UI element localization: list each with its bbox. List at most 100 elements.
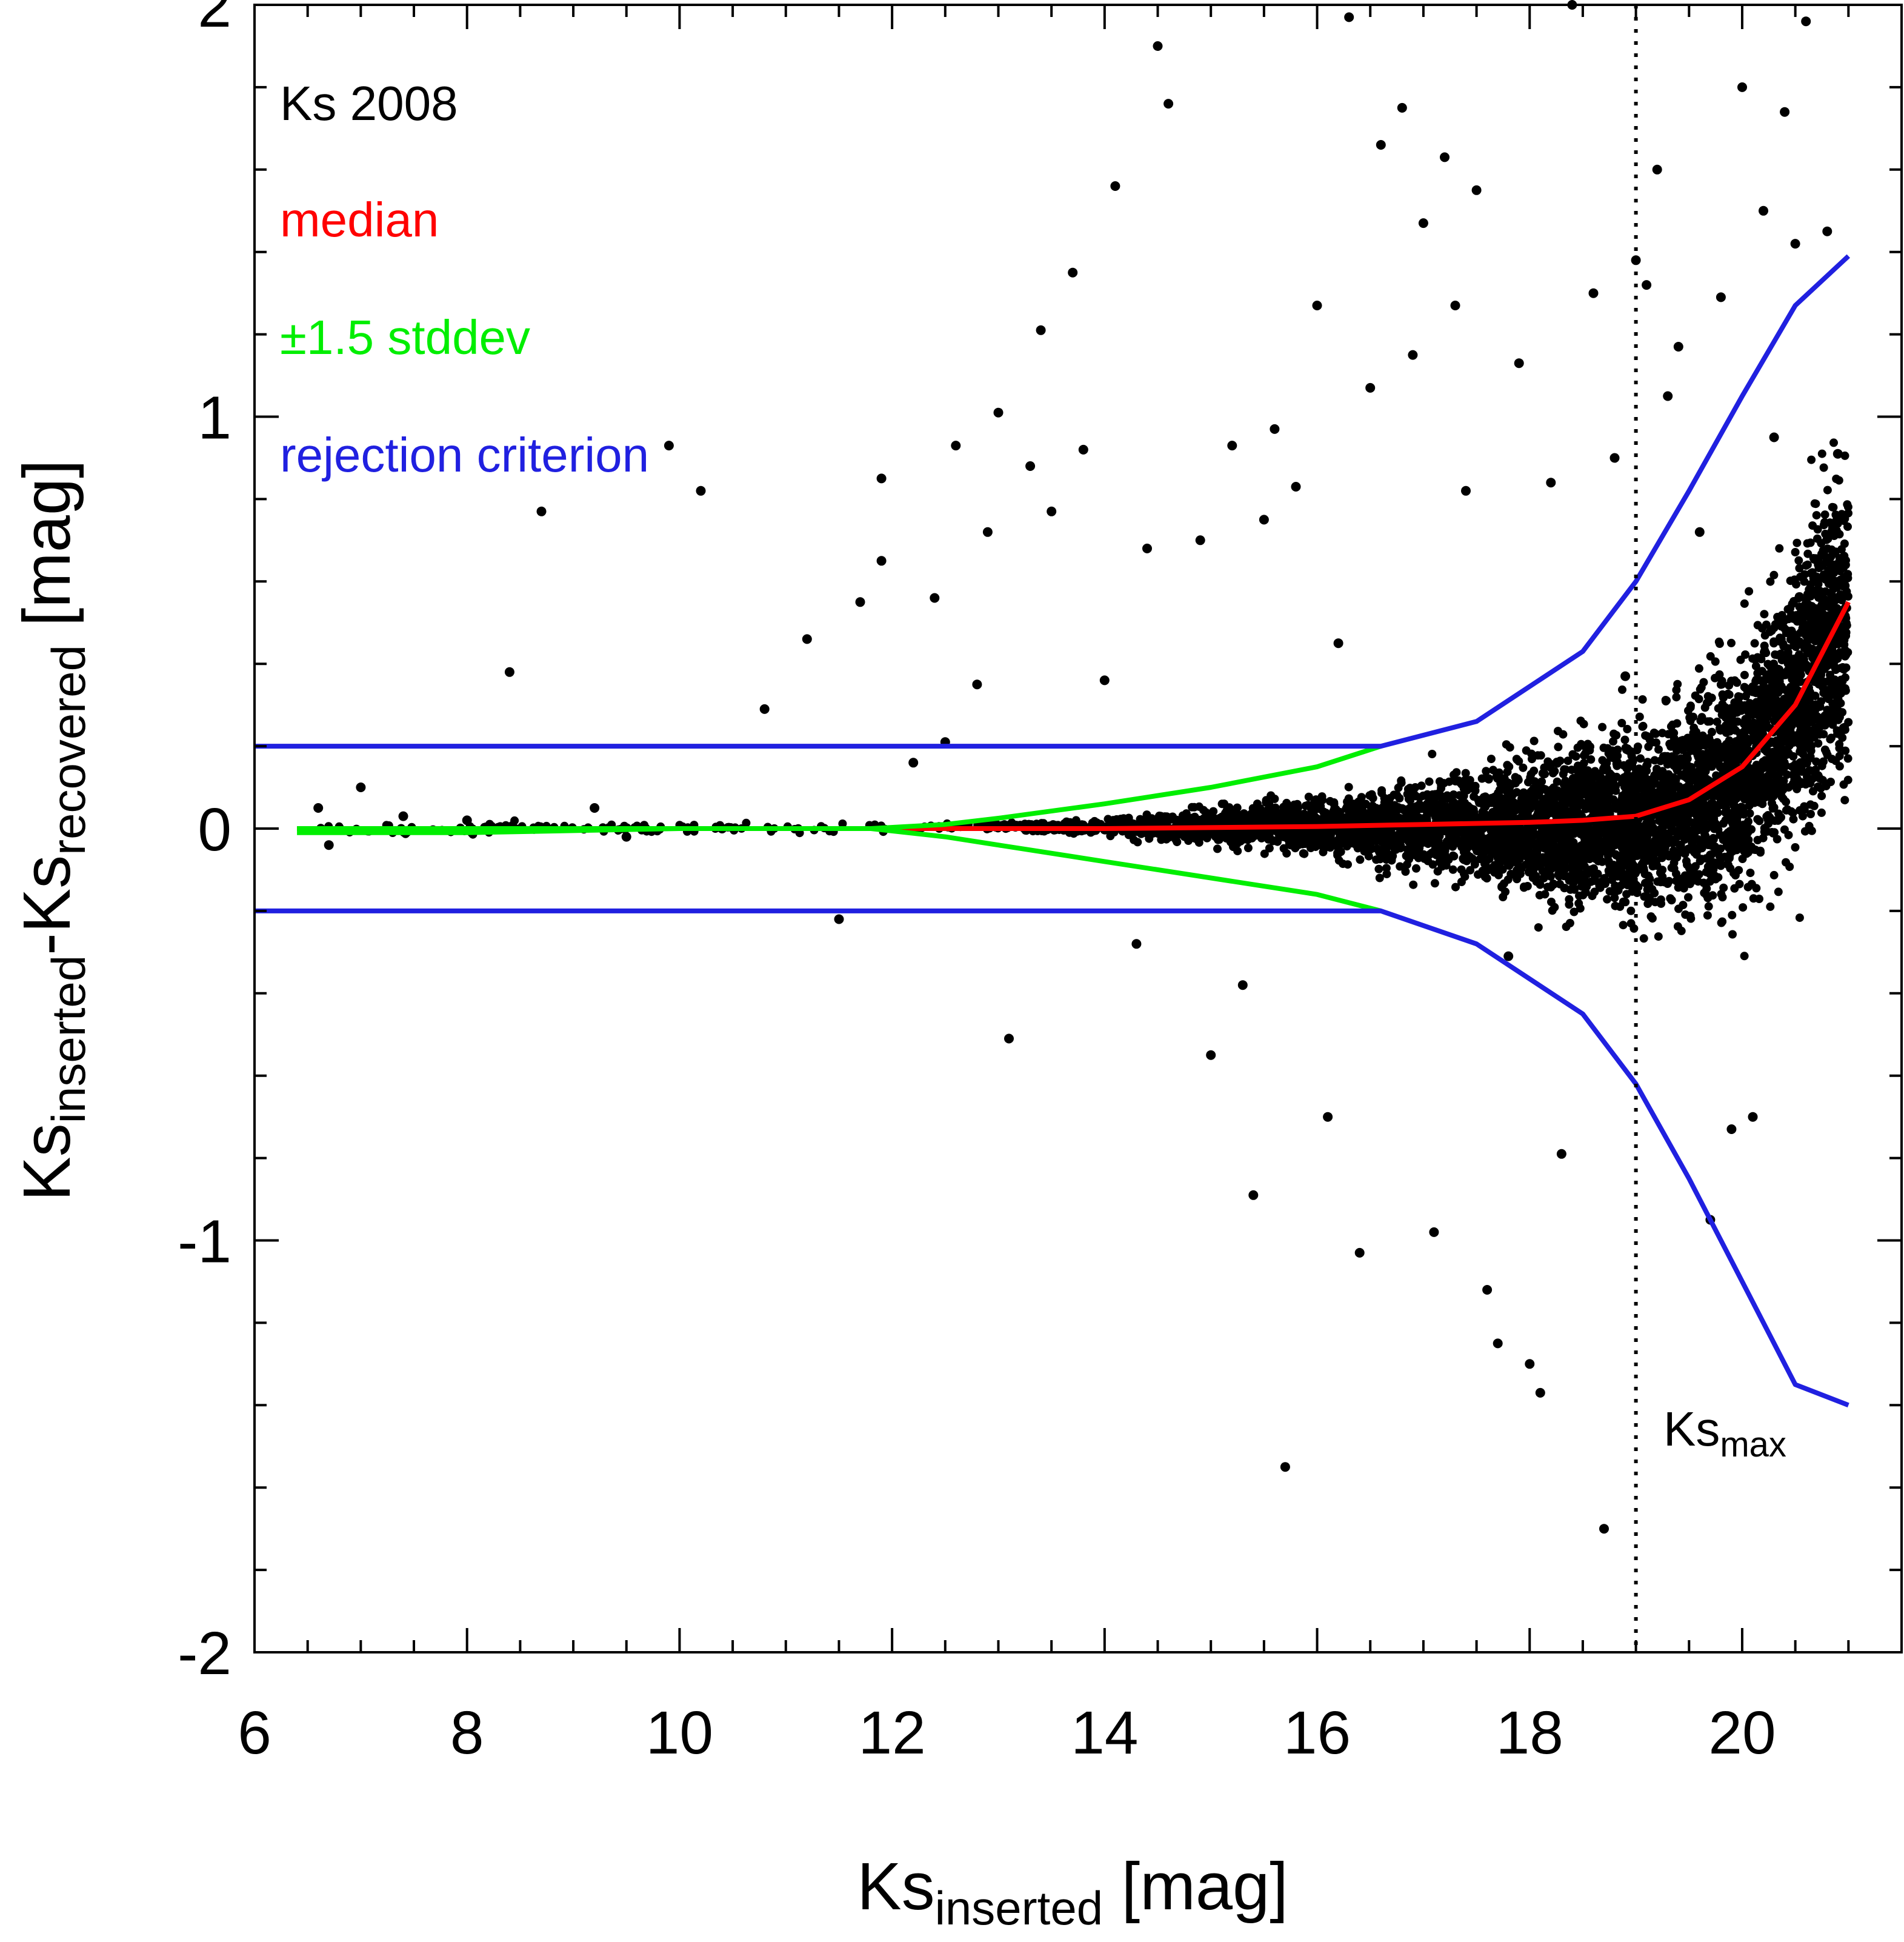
cloud-point <box>1789 815 1798 824</box>
cloud-point <box>1505 861 1514 870</box>
cloud-point <box>1792 538 1802 547</box>
cloud-point <box>1673 746 1682 755</box>
cloud-point <box>1775 544 1784 553</box>
cloud-point <box>1425 850 1434 859</box>
cloud-point <box>1377 808 1386 817</box>
cloud-point <box>1381 815 1390 824</box>
cloud-point <box>1840 552 1849 561</box>
cloud-point <box>1374 864 1383 873</box>
cloud-point <box>1554 872 1563 881</box>
cloud-point <box>1501 832 1510 841</box>
cloud-point <box>1819 463 1828 472</box>
cloud-point <box>1788 809 1797 818</box>
cloud-point <box>1442 861 1451 870</box>
cloud-point <box>1702 824 1711 833</box>
cloud-point <box>1554 727 1562 736</box>
cloud-point <box>1547 808 1556 817</box>
cloud-point <box>1651 898 1660 907</box>
cloud-point <box>1612 759 1621 769</box>
cloud-point <box>1183 832 1192 841</box>
cloud-point <box>1645 735 1654 744</box>
cloud-point <box>1428 750 1437 758</box>
cloud-point <box>1554 742 1563 752</box>
cloud-point <box>1580 862 1589 871</box>
cloud-point <box>1692 727 1700 736</box>
cloud-point <box>1650 771 1659 780</box>
cloud-point <box>1716 782 1725 791</box>
cloud-point <box>1545 870 1554 879</box>
cloud-point <box>1636 843 1645 852</box>
cloud-point <box>1711 673 1719 682</box>
cloud-point <box>1604 749 1613 758</box>
cloud-point <box>1579 890 1588 899</box>
cloud-point <box>1484 774 1493 783</box>
cloud-point <box>1623 724 1632 733</box>
cloud-point <box>1666 807 1674 816</box>
cloud-point <box>1765 791 1774 800</box>
cloud-point <box>1549 863 1558 872</box>
cloud-point <box>1834 558 1843 567</box>
cloud-point <box>1609 737 1617 746</box>
cloud-point <box>1320 809 1329 818</box>
cloud-point <box>1560 865 1569 874</box>
cloud-point <box>1796 572 1805 581</box>
cloud-point <box>1755 895 1763 903</box>
cloud-point <box>1808 733 1817 742</box>
cloud-point <box>1740 952 1749 961</box>
cloud-point <box>1566 863 1576 872</box>
cloud-point <box>1254 815 1263 824</box>
cloud-point <box>1516 800 1525 809</box>
cloud-point <box>1817 808 1826 817</box>
cloud-point <box>1717 680 1726 689</box>
cloud-point <box>1755 717 1764 726</box>
cloud-point <box>1697 713 1706 722</box>
cloud-point <box>1835 762 1844 771</box>
cloud-point <box>1478 824 1487 833</box>
cloud-point <box>1725 827 1734 836</box>
cloud-point <box>1431 790 1440 799</box>
cloud-point <box>1774 809 1783 818</box>
cloud-point <box>1364 852 1373 861</box>
cloud-point <box>1691 691 1700 700</box>
cloud-point <box>1743 707 1753 716</box>
cloud-point <box>1689 712 1698 721</box>
cloud-point <box>1566 885 1575 894</box>
cloud-point <box>1813 534 1822 543</box>
cloud-point <box>1820 510 1829 519</box>
cloud-point <box>1843 592 1852 601</box>
cloud-point <box>1700 703 1709 712</box>
cloud-point <box>1412 864 1420 873</box>
cloud-point <box>1526 790 1535 799</box>
cloud-point <box>1702 867 1711 876</box>
cloud-point <box>1307 812 1316 821</box>
cloud-point <box>1783 644 1792 653</box>
cloud-point <box>1822 625 1831 634</box>
cloud-point <box>1694 664 1703 673</box>
cloud-point <box>1664 770 1673 779</box>
cloud-point <box>1731 871 1740 879</box>
cloud-point <box>1731 740 1740 749</box>
cloud-point <box>1797 720 1806 729</box>
cloud-point <box>1674 825 1683 834</box>
cloud-point <box>1409 880 1418 889</box>
cloud-point <box>1807 455 1816 464</box>
cloud-point <box>1713 823 1722 832</box>
cloud-point <box>1648 885 1657 894</box>
cloud-point <box>1686 769 1695 778</box>
cloud-point <box>1377 786 1386 795</box>
dense-point-cloud <box>316 438 1853 961</box>
cloud-point <box>1586 742 1594 751</box>
cloud-point <box>1834 593 1843 601</box>
cloud-point <box>1804 713 1813 722</box>
cloud-point <box>1435 858 1444 867</box>
cloud-point <box>1367 790 1376 799</box>
cloud-point <box>1782 806 1791 815</box>
cloud-point <box>1298 839 1307 849</box>
cloud-point <box>1843 522 1852 531</box>
cloud-point <box>1777 656 1786 665</box>
cloud-point <box>1744 817 1753 826</box>
cloud-point <box>1506 811 1516 820</box>
cloud-point <box>1590 887 1599 896</box>
cloud-point <box>1630 771 1639 780</box>
cloud-point <box>1717 918 1726 927</box>
